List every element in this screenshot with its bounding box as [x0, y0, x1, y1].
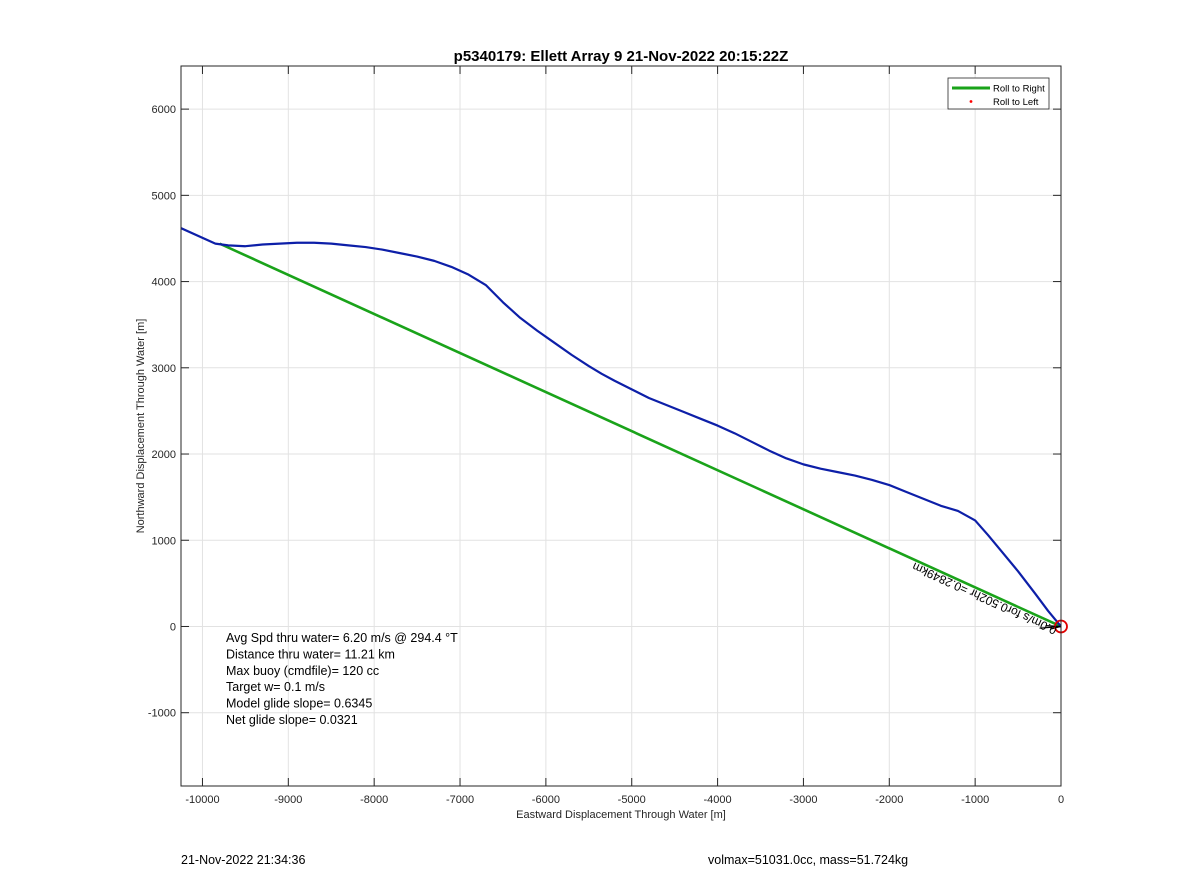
legend-box	[947, 77, 1050, 110]
series-track-line	[181, 227, 1061, 628]
x-tick-label: -5000	[618, 794, 646, 806]
x-tick-label: -3000	[789, 794, 817, 806]
chart-title: p5340179: Ellett Array 9 21-Nov-2022 20:…	[454, 48, 789, 65]
y-tick-label: 3000	[152, 363, 176, 375]
plot-frame	[180, 65, 1062, 787]
footer-timestamp: 21-Nov-2022 21:34:36	[181, 853, 305, 867]
legend: Roll to Right Roll to Left	[947, 77, 1050, 110]
stats-line: Net glide slope= 0.0321	[226, 713, 358, 727]
y-axis-label: Northward Displacement Through Water [m]	[135, 319, 147, 534]
x-tick-label: -8000	[360, 794, 388, 806]
stats-line: Avg Spd thru water= 6.20 m/s @ 294.4 °T	[226, 631, 458, 645]
legend-entry-roll-to-left: Roll to Left	[993, 97, 1039, 108]
x-tick-label: -7000	[446, 794, 474, 806]
stats-annotations: Avg Spd thru water= 6.20 m/s @ 294.4 °T D…	[226, 631, 458, 727]
y-tick-label: 6000	[152, 104, 176, 116]
x-tick-label: -9000	[274, 794, 302, 806]
legend-swatch-roll-to-left	[969, 100, 973, 103]
y-tick-label: 2000	[152, 449, 176, 461]
y-tick-label: -1000	[148, 708, 176, 720]
y-tick-label: 0	[170, 621, 176, 633]
y-tick-label: 1000	[152, 535, 176, 547]
legend-entry-roll-to-right: Roll to Right	[993, 84, 1045, 95]
x-tick-label: -2000	[875, 794, 903, 806]
x-tick-label: -10000	[185, 794, 219, 806]
y-tick-label: 4000	[152, 277, 176, 289]
series-roll-to-right-line	[219, 242, 1061, 628]
x-tick-label: -1000	[961, 794, 989, 806]
stats-line: Target w= 0.1 m/s	[226, 680, 325, 694]
stats-line: Max buoy (cmdfile)= 120 cc	[226, 664, 379, 678]
stats-line: Model glide slope= 0.6345	[226, 697, 372, 711]
x-tick-label: 0	[1058, 794, 1064, 806]
y-tick-label: 5000	[152, 190, 176, 202]
x-tick-label: -6000	[532, 794, 560, 806]
axis-ticks: -10000 -9000 -8000 -7000 -6000 -5000 -4000 -300…	[148, 66, 1064, 806]
x-tick-label: -4000	[704, 794, 732, 806]
x-axis-label: Eastward Displacement Through Water [m]	[516, 809, 726, 821]
segment-mark	[1045, 625, 1062, 628]
footer-mass-info: volmax=51031.0cc, mass=51.724kg	[708, 853, 908, 867]
stats-line: Distance thru water= 11.21 km	[226, 647, 395, 661]
